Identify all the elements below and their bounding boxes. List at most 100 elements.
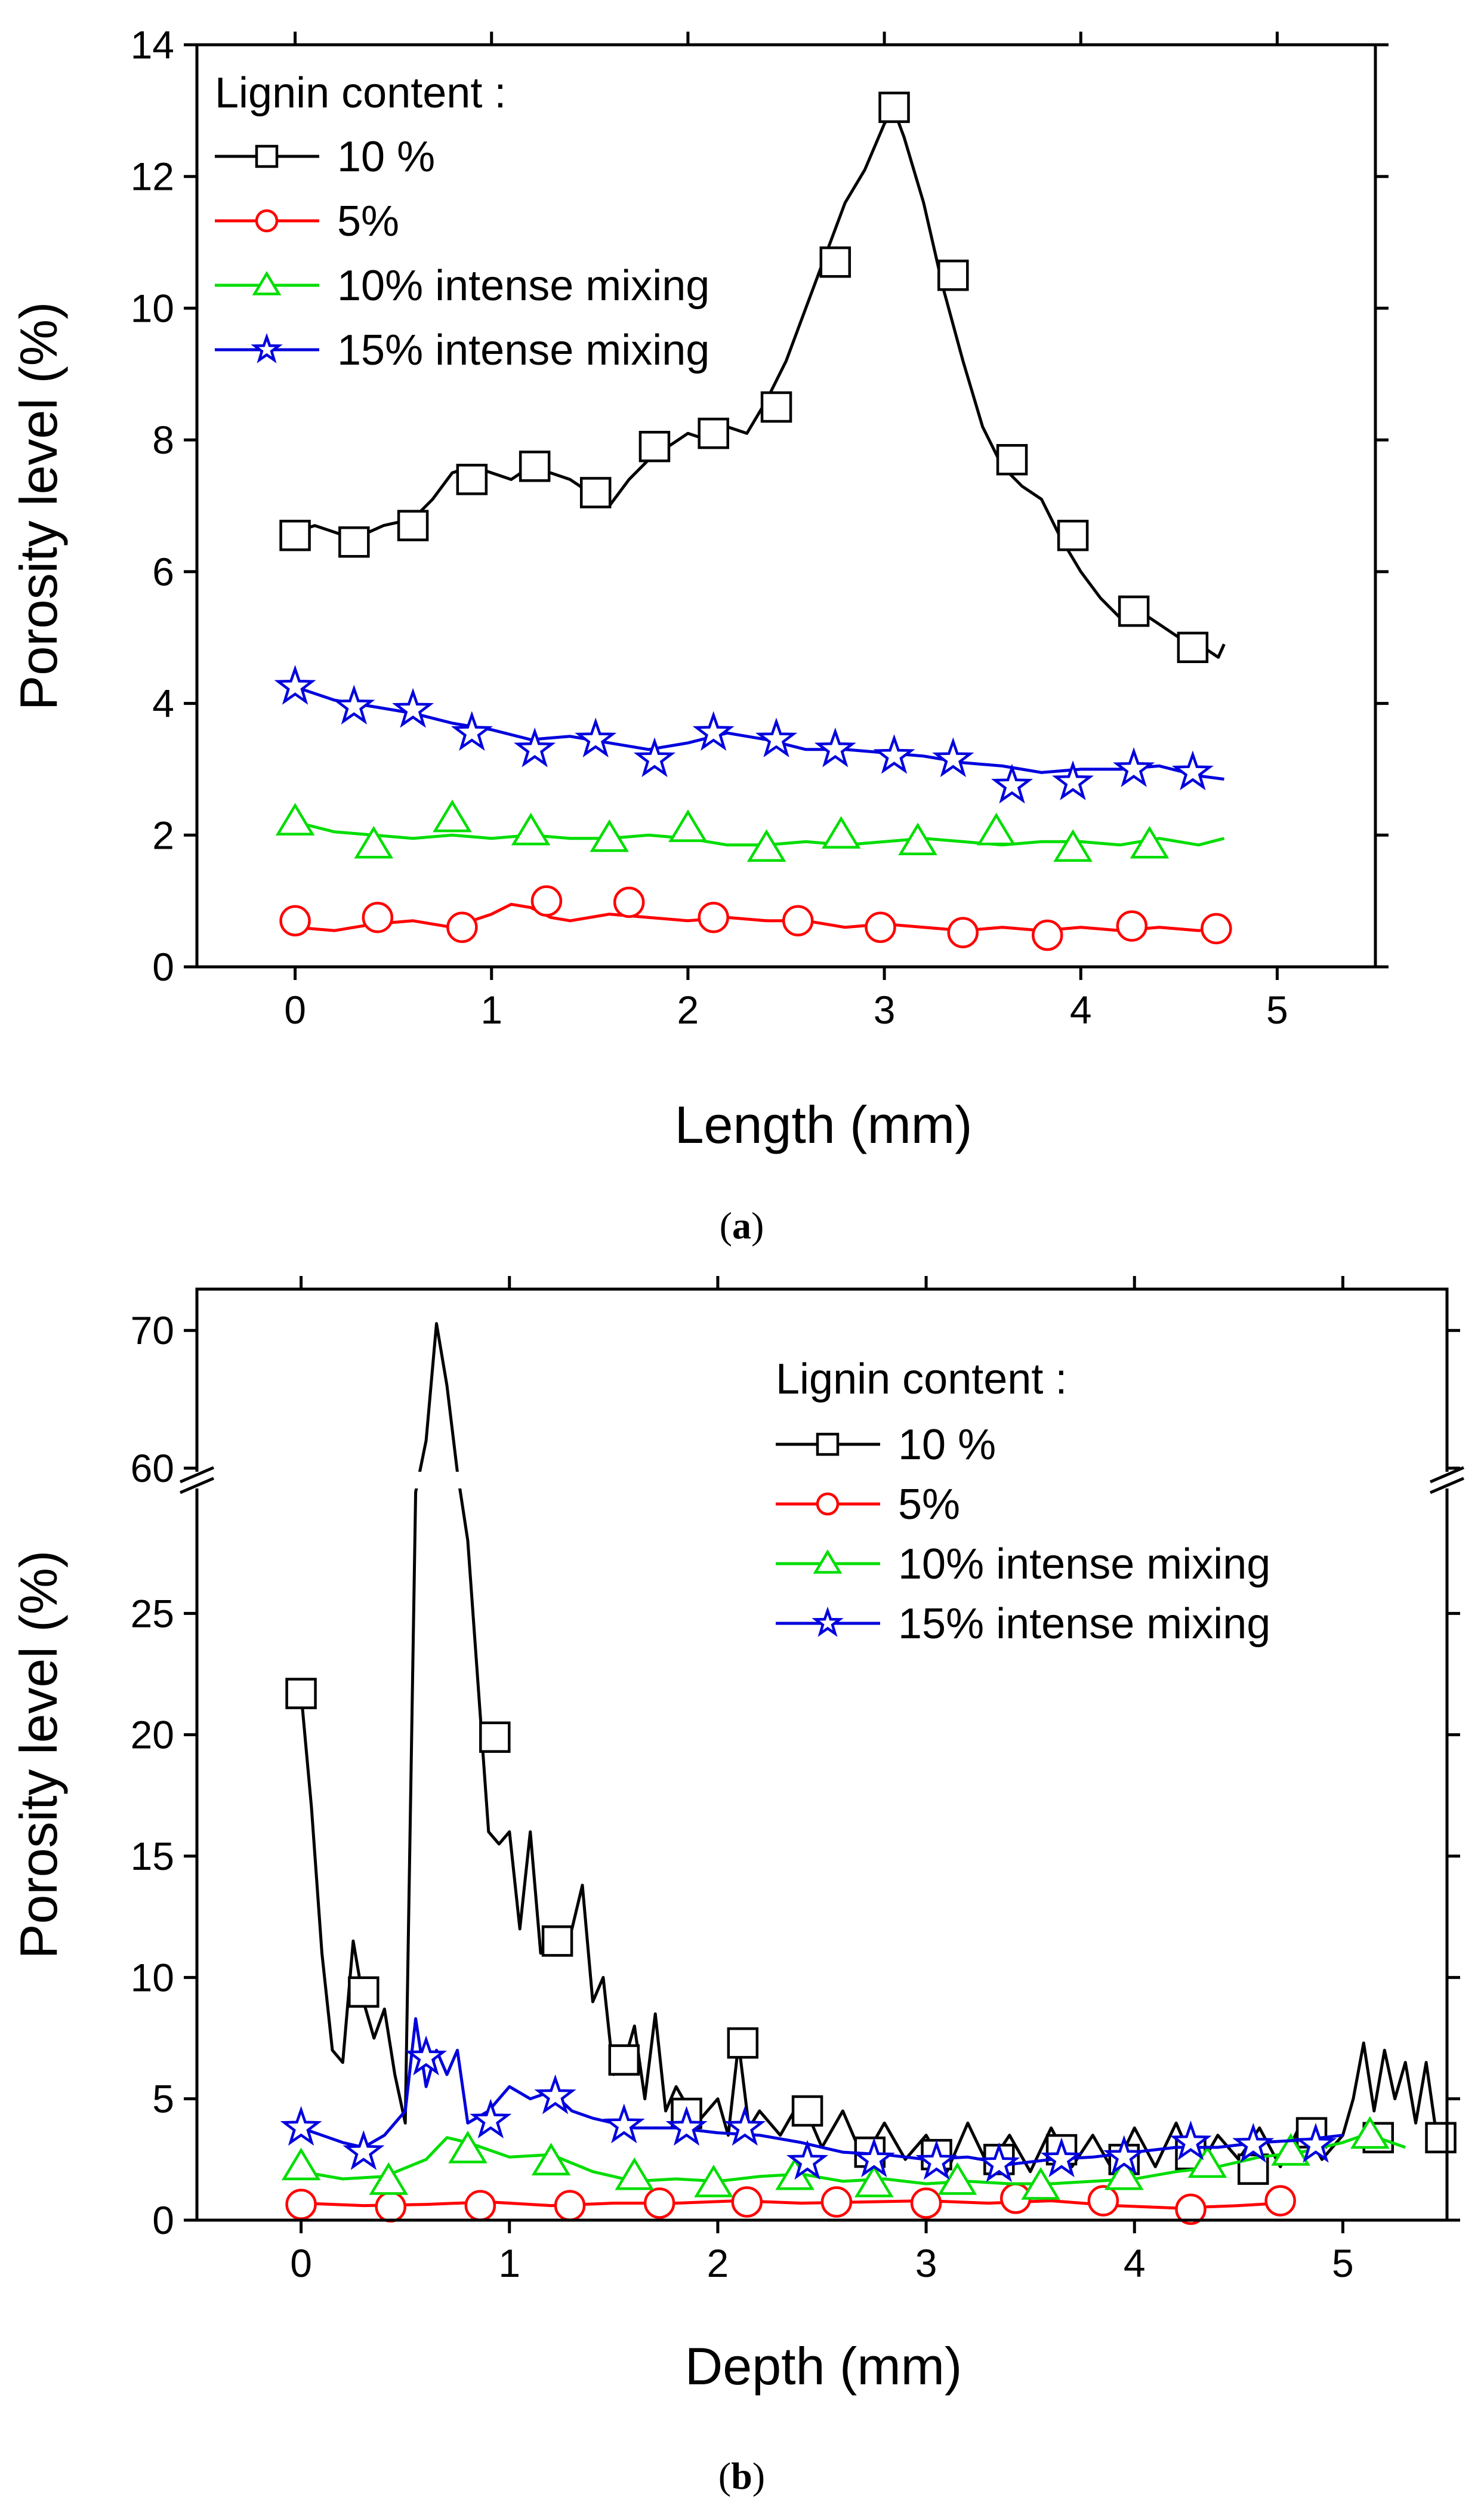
b-series-3-marker-14 <box>1170 2120 1212 2160</box>
a-series-3-marker-5 <box>575 717 617 758</box>
a-series-line-0 <box>294 109 1226 659</box>
b-series-1-marker-6 <box>820 2186 853 2218</box>
b-series-1-marker-4 <box>643 2187 675 2219</box>
b-series-1-marker-5 <box>731 2186 763 2218</box>
b-series-2-marker-11 <box>1187 2145 1227 2178</box>
a-series-0-marker-13 <box>1057 519 1089 551</box>
a-series-0-marker-0 <box>279 519 311 551</box>
a-series-3-marker-9 <box>814 727 856 768</box>
b-legend-marker-1 <box>816 1492 840 1516</box>
b-series-0-marker-4 <box>608 2044 640 2076</box>
a-series-3-marker-8 <box>755 717 798 758</box>
a-series-3-marker-13 <box>1052 760 1094 800</box>
b-series-3 <box>280 2017 1343 2183</box>
a-series-3-marker-6 <box>633 737 676 778</box>
b-series-3-marker-13 <box>1103 2135 1145 2175</box>
b-series-1-marker-0 <box>285 2189 317 2220</box>
b-series-0-marker-2 <box>479 1721 511 1753</box>
a-series-1-marker-7 <box>865 911 896 944</box>
a-legend-marker-3 <box>251 332 283 363</box>
a-series-2 <box>275 799 1225 862</box>
axis-break-gap <box>182 1472 1462 1488</box>
b-series-0-marker-0 <box>285 1678 317 1709</box>
a-y-tick-label-3: 6 <box>152 550 174 594</box>
b-series-1 <box>285 2183 1296 2225</box>
b-series-2-marker-13 <box>1350 2116 1390 2149</box>
b-y-tick-label-0: 0 <box>152 2198 174 2242</box>
a-y-tick-label-4: 8 <box>152 418 174 462</box>
b-series-3-marker-8 <box>786 2140 829 2180</box>
b-y-tick-label-2: 10 <box>131 1955 174 1999</box>
a-series-0-marker-11 <box>937 260 969 291</box>
a-y-tick-label-7: 14 <box>131 23 174 67</box>
b-y-tick-label-3: 15 <box>131 1834 174 1878</box>
b-series-2-marker-3 <box>531 2143 571 2176</box>
b-series-3-marker-16 <box>1294 2123 1337 2163</box>
b-y-tick-label-1: 5 <box>152 2077 174 2121</box>
a-series-0-marker-5 <box>579 477 612 508</box>
a-series-2-marker-9 <box>976 812 1016 846</box>
a-series-1-marker-4 <box>613 886 645 919</box>
a-series-0-marker-10 <box>878 91 910 124</box>
b-x-tick-label-5: 5 <box>1332 2241 1354 2285</box>
b-series-3-marker-1 <box>343 2130 385 2170</box>
a-series-2-marker-2 <box>433 799 472 833</box>
axis-break-mark-1-0 <box>1430 1466 1464 1484</box>
a-series-0-marker-2 <box>397 510 429 541</box>
a-series-1-marker-8 <box>947 917 979 948</box>
a-series-1-marker-11 <box>1201 913 1232 945</box>
a-series-line-1 <box>295 902 1224 932</box>
b-series-2-marker-2 <box>448 2131 488 2163</box>
b-y-tick-label-5: 25 <box>131 1591 174 1635</box>
panel-b-plot-frame <box>195 1287 1449 2222</box>
b-series-2-marker-12 <box>1271 2133 1310 2166</box>
b-series-line-0 <box>300 1322 1438 2174</box>
panel-b-y-axis-title: Porosity level (%) <box>9 1551 68 1959</box>
b-series-2-marker-5 <box>694 2165 733 2197</box>
b-series-3-marker-0 <box>280 2106 322 2146</box>
a-series-3-marker-1 <box>333 685 375 725</box>
a-series-2-marker-6 <box>746 829 786 862</box>
a-series-3-marker-4 <box>514 727 556 768</box>
b-series-3-marker-7 <box>724 2106 766 2146</box>
a-series-0-marker-15 <box>1177 631 1209 664</box>
a-series-1-marker-10 <box>1116 910 1148 942</box>
panel-a-legend-title: Lignin content : <box>215 69 506 117</box>
a-series-0-marker-1 <box>338 526 370 558</box>
b-series-3-marker-11 <box>978 2142 1020 2183</box>
b-series-2-marker-9 <box>1021 2167 1060 2200</box>
a-y-tick-label-6: 12 <box>131 155 174 199</box>
b-x-tick-label-3: 3 <box>915 2241 937 2285</box>
a-series-3-marker-11 <box>932 737 974 778</box>
a-series-3-marker-14 <box>1113 747 1155 787</box>
b-series-line-1 <box>301 2199 1281 2210</box>
b-x-tick-label-4: 4 <box>1124 2241 1146 2285</box>
a-series-2-marker-7 <box>821 816 861 849</box>
a-series-1-marker-0 <box>279 905 311 936</box>
a-x-tick-label-3: 3 <box>874 988 896 1032</box>
a-series-0-marker-7 <box>698 417 729 449</box>
b-series-0-marker-1 <box>348 1976 380 2008</box>
a-series-3-marker-10 <box>873 734 915 774</box>
b-series-0-marker-6 <box>727 2027 759 2059</box>
a-series-3-marker-15 <box>1171 750 1214 791</box>
a-series-1-marker-3 <box>530 885 563 917</box>
a-series-2-marker-4 <box>590 819 630 852</box>
b-series-3-marker-3 <box>470 2098 512 2139</box>
b-series-2-marker-4 <box>615 2157 655 2190</box>
a-y-tick-label-0: 0 <box>152 945 174 989</box>
b-series-2-marker-0 <box>281 2147 321 2181</box>
b-series-3-marker-5 <box>603 2103 645 2144</box>
a-series-0 <box>279 91 1226 664</box>
a-legend-marker-0 <box>255 144 279 168</box>
a-series-3 <box>274 665 1224 804</box>
b-series-0 <box>285 1322 1457 2185</box>
b-series-1-marker-10 <box>1175 2193 1207 2225</box>
b-legend-label-3: 15% intense mixing <box>898 1600 1270 1648</box>
b-series-3-marker-2 <box>405 2035 448 2076</box>
b-legend-label-1: 5% <box>898 1481 960 1528</box>
a-series-0-marker-9 <box>819 246 851 278</box>
a-y-tick-label-2: 4 <box>152 682 174 726</box>
